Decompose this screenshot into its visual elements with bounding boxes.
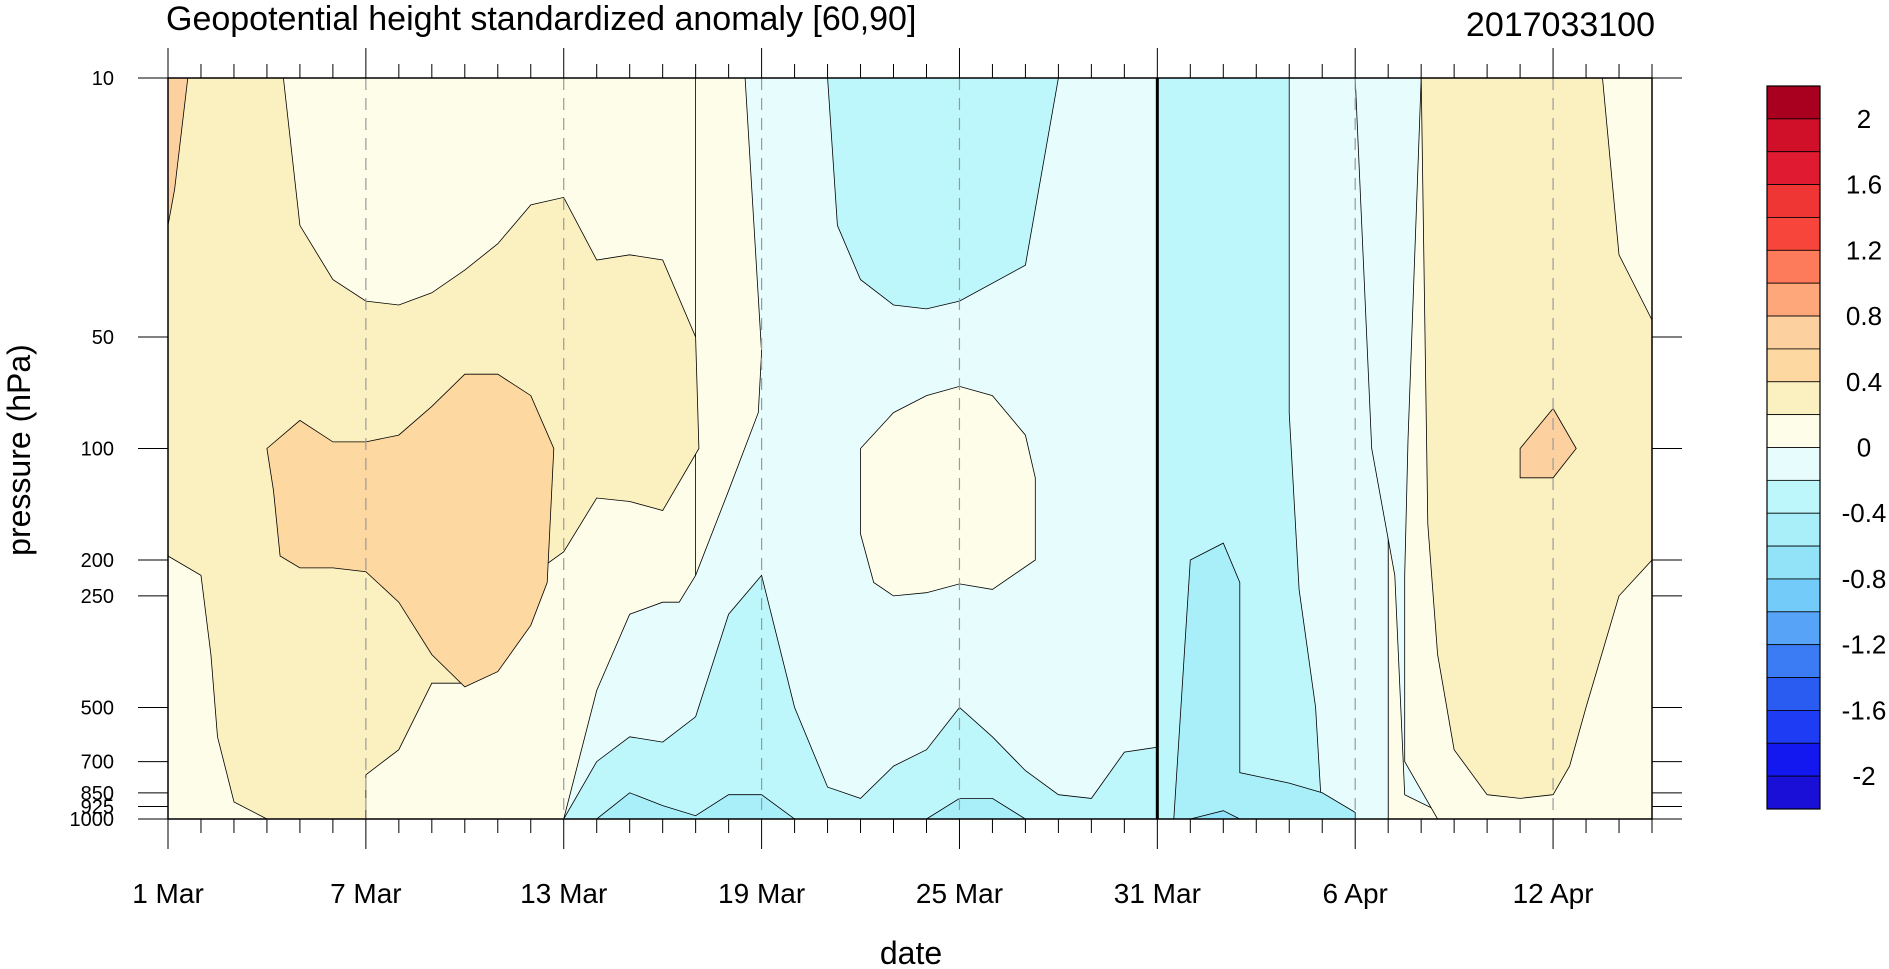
plot-area: [167, 77, 1653, 820]
y-axis-label: pressure (hPa): [1, 344, 37, 556]
colorbar-swatch: [1766, 381, 1821, 416]
contour-region-5: [860, 385, 1036, 597]
y-tick-label: 1000: [70, 809, 115, 831]
chart-title: Geopotential height standardized anomaly…: [166, 0, 916, 38]
colorbar-label: -0.4: [1842, 498, 1887, 528]
contour-region-16: [1173, 542, 1356, 819]
colorbar-swatch: [1766, 447, 1821, 481]
colorbar-label: -1.6: [1842, 695, 1887, 725]
colorbar-label: 0: [1857, 433, 1871, 463]
y-tick-label: 700: [81, 752, 114, 774]
colorbar-label: 1.2: [1846, 235, 1882, 265]
x-axis-label: date: [880, 935, 942, 969]
contour-region-15: [925, 798, 1027, 819]
colorbar-label: -2: [1852, 761, 1875, 791]
colorbar-frame: [1766, 85, 1821, 810]
colorbar-swatch: [1766, 578, 1821, 613]
colorbar-swatch: [1766, 512, 1821, 547]
contour-region-17: [1190, 810, 1240, 819]
x-tick-label: 31 Mar: [1114, 878, 1201, 909]
y-tick-label: 925: [81, 796, 114, 818]
colorbar-swatch: [1766, 282, 1821, 317]
x-tick-label: 13 Mar: [520, 878, 607, 909]
x-tick-label: 1 Mar: [132, 878, 204, 909]
contour-region-6: [827, 78, 1059, 310]
y-tick-label: 100: [81, 439, 114, 461]
colorbar-swatch: [1766, 315, 1821, 350]
y-tick-label: 250: [81, 586, 114, 608]
x-tick-label: 7 Mar: [330, 878, 402, 909]
contour-region-3: [168, 78, 189, 226]
colorbar-swatch: [1766, 545, 1821, 580]
x-tick-label: 25 Mar: [916, 878, 1003, 909]
colorbar-swatch: [1766, 249, 1821, 284]
colorbar-swatch: [1766, 677, 1821, 711]
colorbar-swatch: [1766, 611, 1821, 646]
contour-region-7: [563, 574, 1158, 819]
colorbar-label: 2: [1857, 104, 1871, 134]
y-tick-label: 10: [92, 68, 114, 90]
colorbar-swatch: [1766, 479, 1821, 514]
contour-region-2: [266, 373, 555, 688]
contour-region-13: [1519, 407, 1577, 479]
chart-run-label: 2017033100: [1466, 6, 1655, 44]
axis-ticks: 1 Mar 7 Mar 13 Mar 19 Mar 25 Mar 31 Mar 6 Apr 1…: [70, 48, 1682, 909]
y-tick-label: 50: [92, 327, 114, 349]
colorbar-swatch: [1766, 151, 1821, 185]
y-tick-label: 200: [81, 550, 114, 572]
colorbar-label: 1.6: [1846, 170, 1882, 200]
contour-region-14: [596, 792, 796, 819]
colorbar-label: -0.8: [1842, 564, 1887, 594]
colorbar-label: -1.2: [1842, 630, 1887, 660]
x-tick-label: 12 Apr: [1513, 878, 1594, 909]
colorbar-swatch: [1766, 644, 1821, 678]
colorbar-swatch: [1766, 184, 1821, 218]
colorbar-swatch: [1766, 217, 1821, 251]
colorbar-label: 0.8: [1846, 301, 1882, 331]
colorbar-swatch: [1766, 414, 1821, 448]
x-tick-label: 6 Apr: [1323, 878, 1388, 909]
y-tick-label: 500: [81, 697, 114, 719]
colorbar-label: 0.4: [1846, 367, 1882, 397]
colorbar-swatch: [1766, 85, 1821, 120]
colorbar-swatch: [1766, 118, 1821, 153]
colorbar-swatch: [1766, 742, 1821, 777]
y-tick-label: 850: [81, 783, 114, 805]
colorbar: 2 1.6 1.2 0.8 0.4 0 -0.4 -0.8 -1.2 -1.6 -2: [1766, 85, 1887, 810]
x-tick-label: 19 Mar: [718, 878, 805, 909]
colorbar-swatch: [1766, 348, 1821, 383]
colorbar-swatch: [1766, 710, 1821, 744]
colorbar-swatch: [1766, 775, 1821, 810]
